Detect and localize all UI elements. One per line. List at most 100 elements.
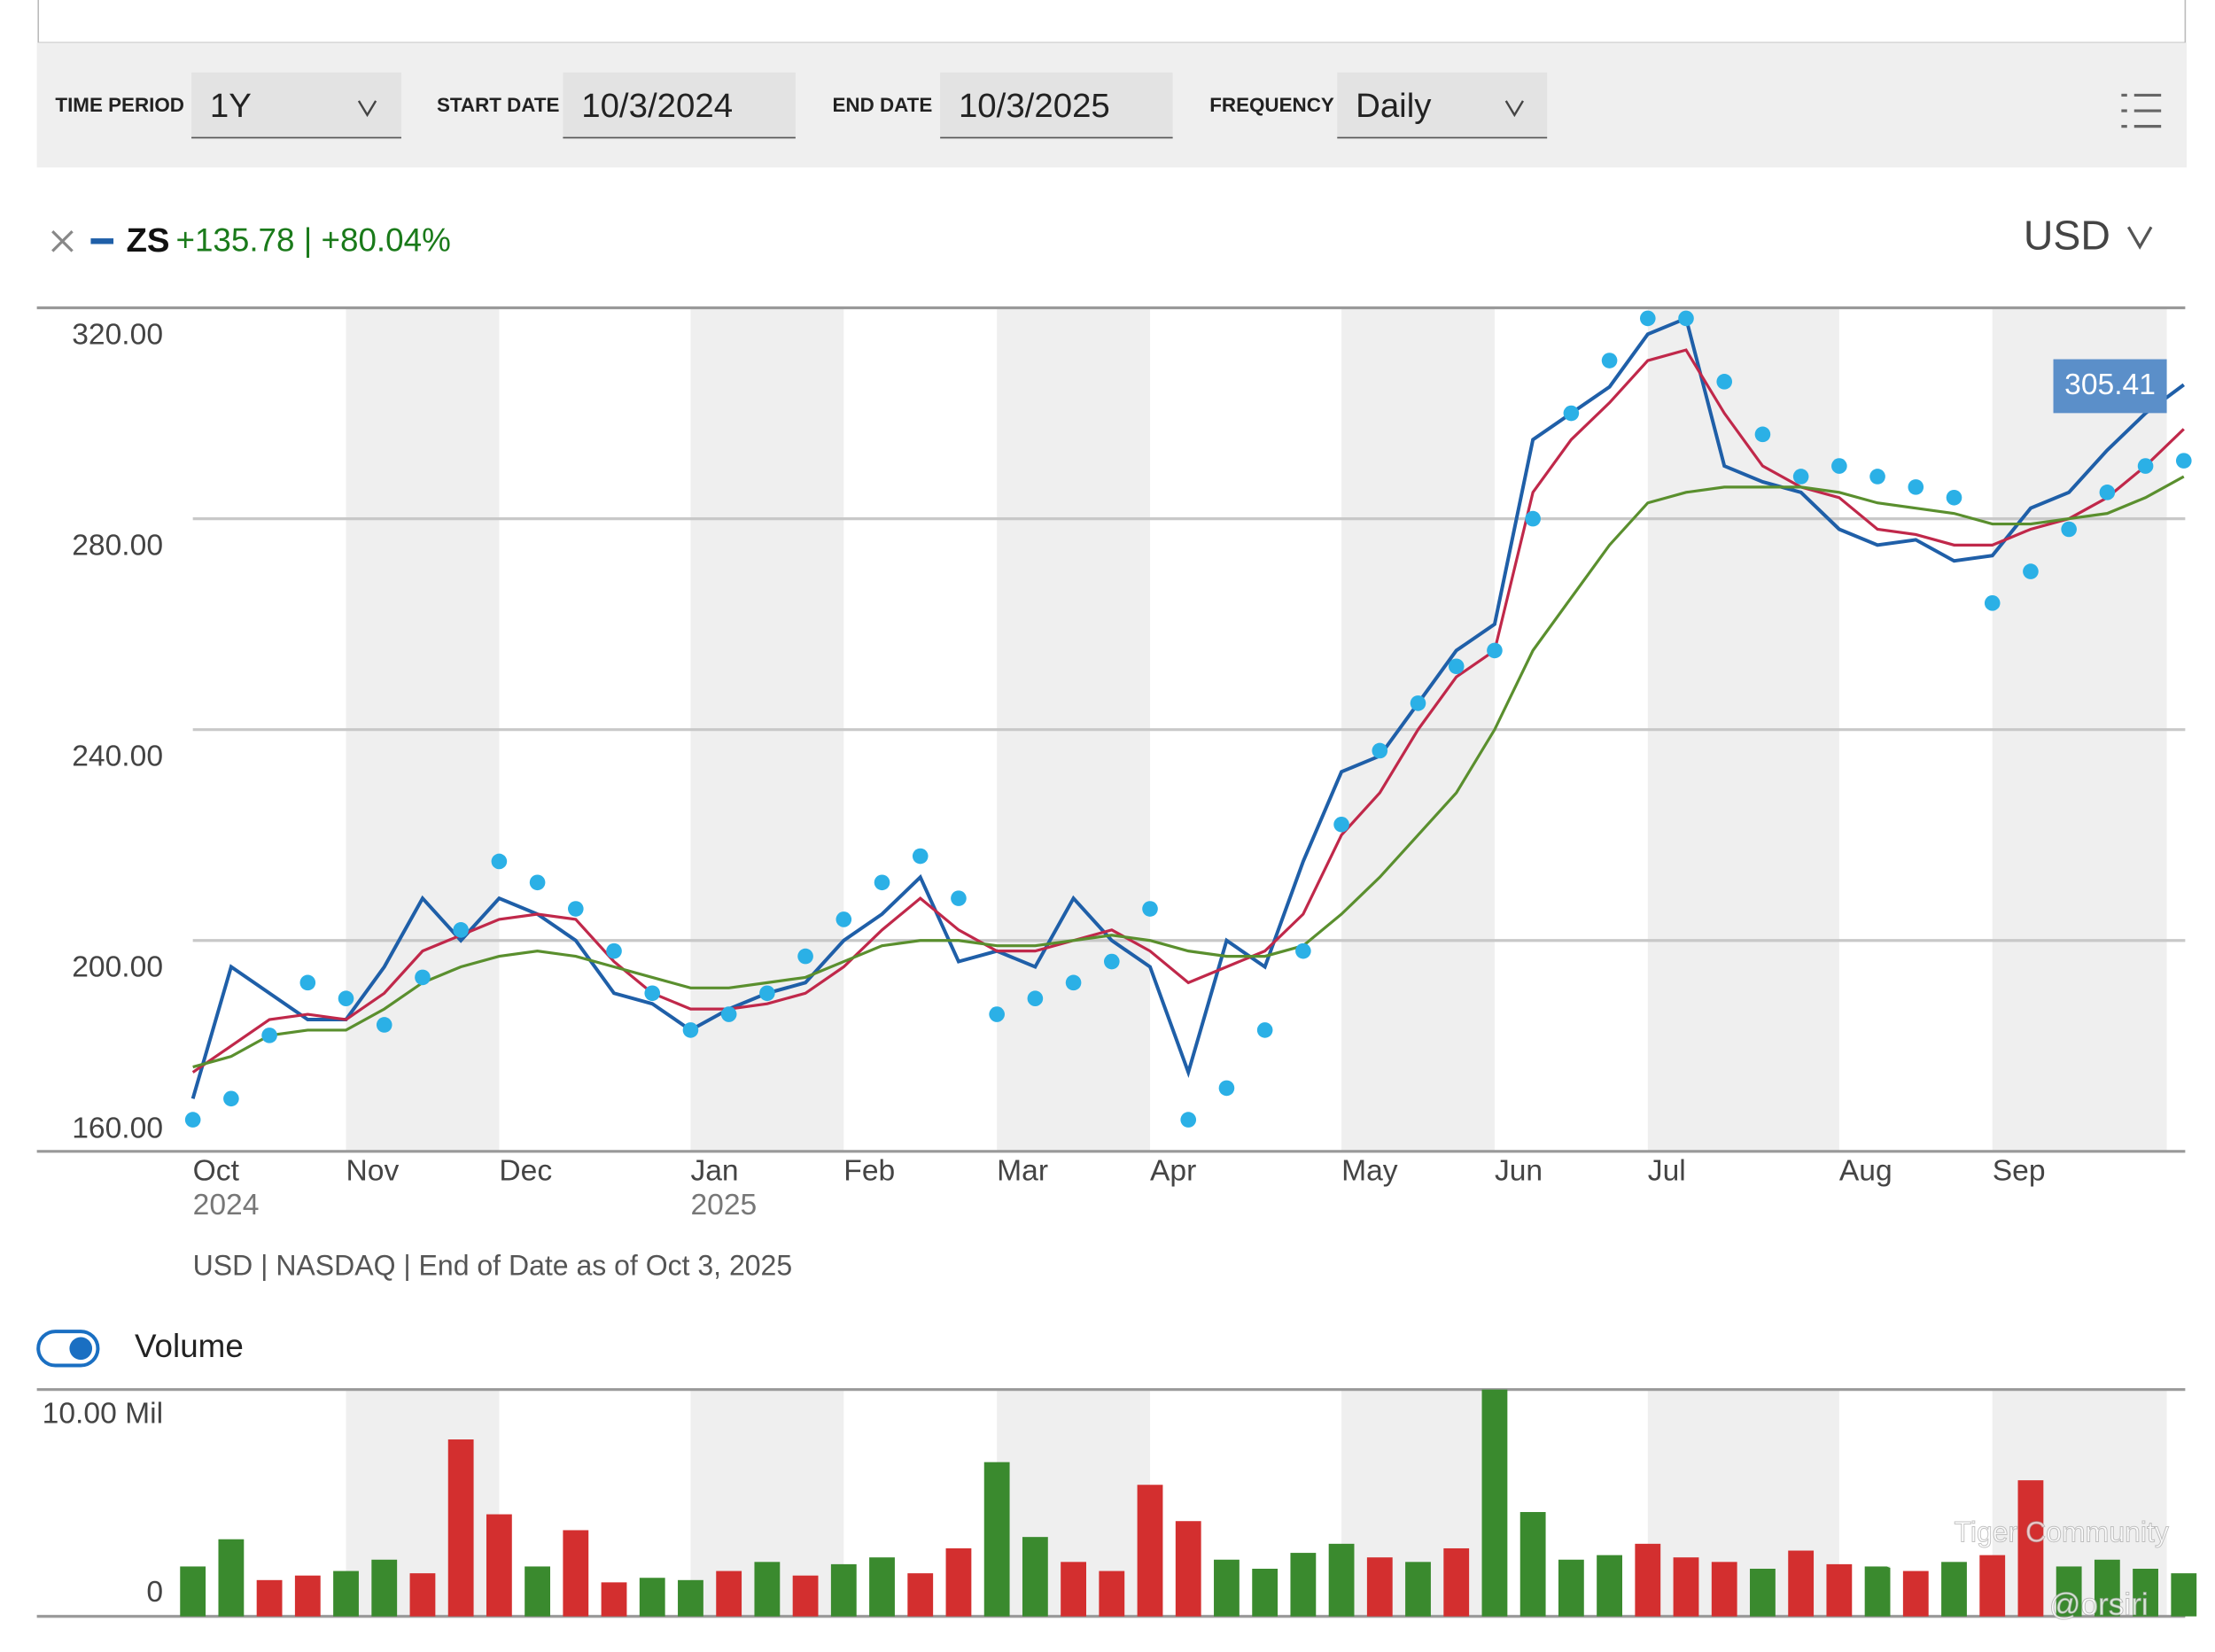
sar-dot [1487, 642, 1503, 659]
volume-bar [983, 1462, 1010, 1617]
sar-dot [491, 853, 508, 870]
sar-dot [1103, 953, 1120, 970]
volume-bar [1214, 1559, 1240, 1617]
sar-dot [1869, 469, 1885, 485]
dropdown[interactable] [1337, 72, 1548, 140]
volume-bar [218, 1539, 245, 1617]
sar-dot [453, 922, 469, 938]
chevron [357, 100, 377, 118]
volume-bar [1405, 1562, 1431, 1617]
toggle-knob [69, 1337, 93, 1361]
volume-bar [1597, 1555, 1622, 1617]
start-date[interactable]: 10/3/2024 [581, 87, 733, 125]
sar-dot [912, 848, 929, 865]
sar-dot [568, 901, 584, 917]
y-tick-label: 0 [146, 1576, 163, 1609]
change: +135.78 | +80.04% [175, 222, 450, 259]
sar-dot [1180, 1112, 1197, 1128]
volume-bar [869, 1557, 895, 1617]
x-tick-label: Jul [1648, 1155, 1686, 1188]
date-input[interactable] [940, 72, 1173, 140]
sar-dot [2175, 453, 2192, 469]
volume-bar [1519, 1511, 1546, 1617]
x-tick-label: Apr [1150, 1155, 1196, 1188]
sar-dot [951, 890, 967, 906]
watermark: Tiger Community [1955, 1516, 2169, 1547]
sar-dot [2061, 521, 2077, 538]
chevron [2126, 226, 2153, 250]
volume-bar [754, 1562, 781, 1617]
sar-dot [376, 1017, 392, 1033]
frequency[interactable]: Daily [1356, 87, 1432, 125]
sar-dot [338, 990, 354, 1007]
sar-dot [2099, 485, 2116, 500]
price-tag [2053, 359, 2167, 414]
note: USD | NASDAQ | End of Date as of Oct 3, … [193, 1250, 792, 1282]
sar-dot [1295, 942, 1311, 959]
sar-dot [1333, 816, 1349, 833]
volume-bar [1061, 1562, 1086, 1617]
sar-dot [835, 911, 852, 927]
x-tick-label: Dec [499, 1155, 552, 1188]
chevron [1504, 100, 1524, 118]
volume-bar [1099, 1571, 1125, 1617]
sar-dot [415, 969, 431, 986]
sar-dot [874, 874, 890, 891]
volume-bar [447, 1439, 474, 1617]
x-year-label: 2025 [690, 1189, 757, 1222]
dropdown[interactable] [191, 72, 401, 140]
volume-bar [409, 1573, 436, 1617]
volume-bar [333, 1571, 359, 1617]
price-tag-label: 305.41 [2064, 368, 2156, 401]
close-icon[interactable] [51, 229, 74, 252]
volume-bar [563, 1530, 589, 1617]
currency[interactable]: USD [2024, 212, 2110, 258]
sar-dot [184, 1112, 201, 1128]
watermark-logo [1867, 1498, 1939, 1571]
sar-dot [2023, 563, 2039, 579]
volume-title: Volume [135, 1328, 244, 1364]
volume-bar [371, 1559, 398, 1617]
list-icon[interactable] [2121, 93, 2162, 128]
volume-bar [678, 1579, 703, 1617]
legend-marker [90, 238, 114, 244]
sar-dot [1831, 458, 1847, 474]
volume-bar [1366, 1557, 1393, 1617]
x-tick-label: Sep [1993, 1155, 2046, 1188]
x-tick-label: Mar [997, 1155, 1048, 1188]
volume-bar [1137, 1485, 1163, 1617]
date-input[interactable] [563, 72, 796, 140]
sar-dot [223, 1090, 239, 1107]
volume-bar [1941, 1562, 1967, 1617]
price-line [190, 315, 2185, 1099]
sar-dot [1792, 469, 1809, 485]
symbol: ZS [126, 221, 169, 260]
sar-dot [299, 974, 316, 991]
volume-bar [1290, 1553, 1317, 1617]
volume-bar [1711, 1562, 1737, 1617]
volume-bar [945, 1547, 972, 1617]
volume-bar [1328, 1543, 1355, 1617]
volume-bar [830, 1563, 857, 1617]
volume-bar [2017, 1480, 2044, 1617]
volume-bar [1750, 1569, 1776, 1617]
time-period[interactable]: 1Y [210, 87, 252, 125]
label: TIME PERIOD [55, 94, 184, 116]
sar-dot [1563, 405, 1580, 422]
volume-bar [1252, 1569, 1278, 1617]
sar-dot [682, 1022, 699, 1038]
y-tick-label: 240.00 [72, 741, 163, 773]
x-tick-label: May [1341, 1155, 1398, 1188]
volume-bar [2133, 1569, 2158, 1617]
end-date[interactable]: 10/3/2025 [959, 87, 1110, 125]
sar-dot [261, 1028, 277, 1043]
volume-bar [1635, 1543, 1661, 1617]
sar-dot [644, 985, 661, 1002]
y-tick-label: 160.00 [72, 1113, 163, 1145]
sar-dot [1678, 310, 1694, 327]
sar-dot [1946, 489, 1962, 506]
label: END DATE [833, 94, 933, 116]
volume-bar [792, 1575, 819, 1617]
x-tick-label: Feb [843, 1155, 895, 1188]
